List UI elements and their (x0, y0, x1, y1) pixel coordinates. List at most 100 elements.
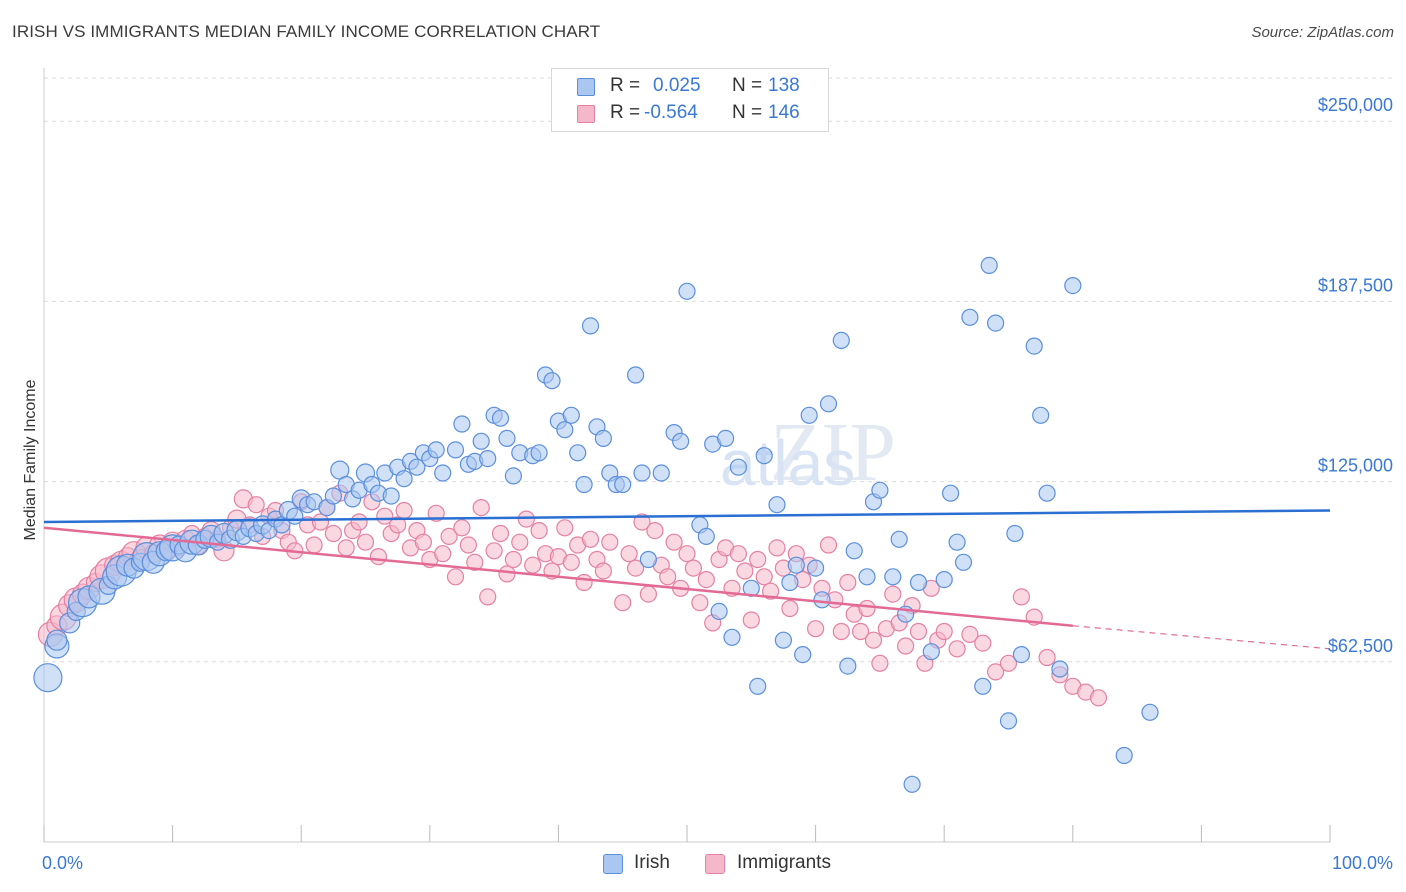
irish-point (46, 629, 68, 651)
irish-point (1064, 277, 1082, 295)
grid-lines (44, 77, 1395, 663)
irish-point (858, 568, 876, 586)
irish-point (800, 406, 818, 424)
immigrants-point (504, 550, 523, 569)
irish-n-label: N = (732, 75, 763, 96)
immigrants-point (524, 556, 542, 574)
irish-point (941, 484, 960, 502)
irish-point (491, 409, 510, 427)
irish-point (922, 643, 940, 661)
immigrants-point (575, 573, 593, 592)
immigrants-swatch (577, 105, 595, 123)
irish-point (1025, 337, 1043, 355)
immigrants-point (781, 599, 799, 618)
irish-point (1012, 645, 1031, 664)
immigrants-point (761, 582, 780, 600)
irish-point (453, 415, 471, 433)
immigrants-point (472, 499, 490, 517)
immigrants-point (1089, 689, 1108, 707)
irish-r-label: R = (610, 75, 641, 96)
irish-point (1038, 484, 1056, 502)
immigrants-point (530, 521, 548, 540)
irish-point (427, 441, 445, 459)
immigrants-point (440, 527, 458, 546)
immigrants-point (851, 622, 870, 641)
bottom-legend-immigrants-swatch (705, 854, 725, 874)
immigrants-point (601, 533, 619, 551)
immigrants-point (614, 594, 632, 612)
irish-point (504, 467, 523, 485)
irish-swatch (577, 78, 595, 96)
trend-lines (43, 509, 1331, 650)
irish-trend-line (43, 509, 1331, 524)
immigrants-point (581, 530, 600, 548)
immigrants-point (896, 637, 915, 655)
irish-point (832, 331, 850, 349)
immigrants-point (511, 533, 529, 551)
irish-point (639, 550, 658, 569)
immigrants-point (337, 539, 355, 557)
immigrants-point (935, 622, 953, 641)
irish-point (871, 481, 889, 499)
irish-point (723, 628, 741, 646)
immigrants-r-label: R = (610, 102, 641, 123)
irish-point (1051, 660, 1069, 678)
immigrants-point (594, 562, 613, 580)
irish-point (652, 464, 670, 482)
immigrants-point (1038, 648, 1056, 667)
irish-point (749, 677, 767, 695)
immigrants-point (986, 663, 1005, 681)
immigrants-point (311, 513, 330, 531)
irish-point (839, 657, 857, 675)
immigrants-point (466, 553, 484, 571)
irish-point (556, 421, 574, 439)
immigrants-point (961, 625, 979, 644)
immigrants-point (729, 545, 748, 563)
irish-point (903, 775, 921, 793)
irish-point (1006, 524, 1024, 543)
immigrants-point (646, 521, 664, 540)
immigrants-point (858, 599, 876, 618)
irish-point (974, 677, 992, 695)
irish-point (781, 573, 799, 592)
immigrants-point (356, 533, 375, 551)
immigrants-point (562, 553, 580, 571)
irish-point (562, 406, 580, 424)
irish-point (408, 458, 426, 476)
immigrants-n-label: N = (732, 102, 763, 123)
immigrants-r-value: -0.564 (644, 102, 698, 123)
immigrants-point (1012, 588, 1031, 606)
irish-point (794, 645, 812, 664)
immigrants-point (446, 568, 465, 586)
immigrants-point (806, 620, 825, 638)
immigrants-point (768, 539, 786, 557)
axes (43, 68, 1331, 843)
immigrants-point (434, 545, 452, 563)
irish-point (626, 366, 645, 384)
immigrants-point (247, 496, 265, 514)
immigrants-point (620, 545, 638, 563)
irish-point (697, 527, 715, 546)
irish-point (543, 372, 561, 390)
irish-point (948, 533, 966, 551)
immigrants-point (974, 634, 992, 652)
immigrants-point (755, 568, 773, 586)
irish-point (530, 444, 548, 462)
bottom-legend-irish-swatch (603, 854, 623, 874)
immigrants-point (485, 542, 503, 560)
irish-point (935, 570, 953, 589)
x-tick-label-min: 0.0% (42, 853, 83, 873)
irish-point (671, 432, 690, 450)
immigrants-point (678, 545, 696, 563)
immigrants-point (453, 519, 471, 537)
immigrants-point (864, 631, 883, 649)
immigrants-point (909, 622, 928, 641)
immigrants-point (633, 513, 651, 531)
irish-r-value: 0.025 (653, 75, 701, 96)
irish-point (434, 464, 452, 482)
immigrants-point (479, 588, 497, 606)
immigrants-point (305, 536, 323, 554)
source-credit: Source: ZipAtlas.com (1251, 24, 1394, 41)
irish-point (999, 712, 1018, 730)
